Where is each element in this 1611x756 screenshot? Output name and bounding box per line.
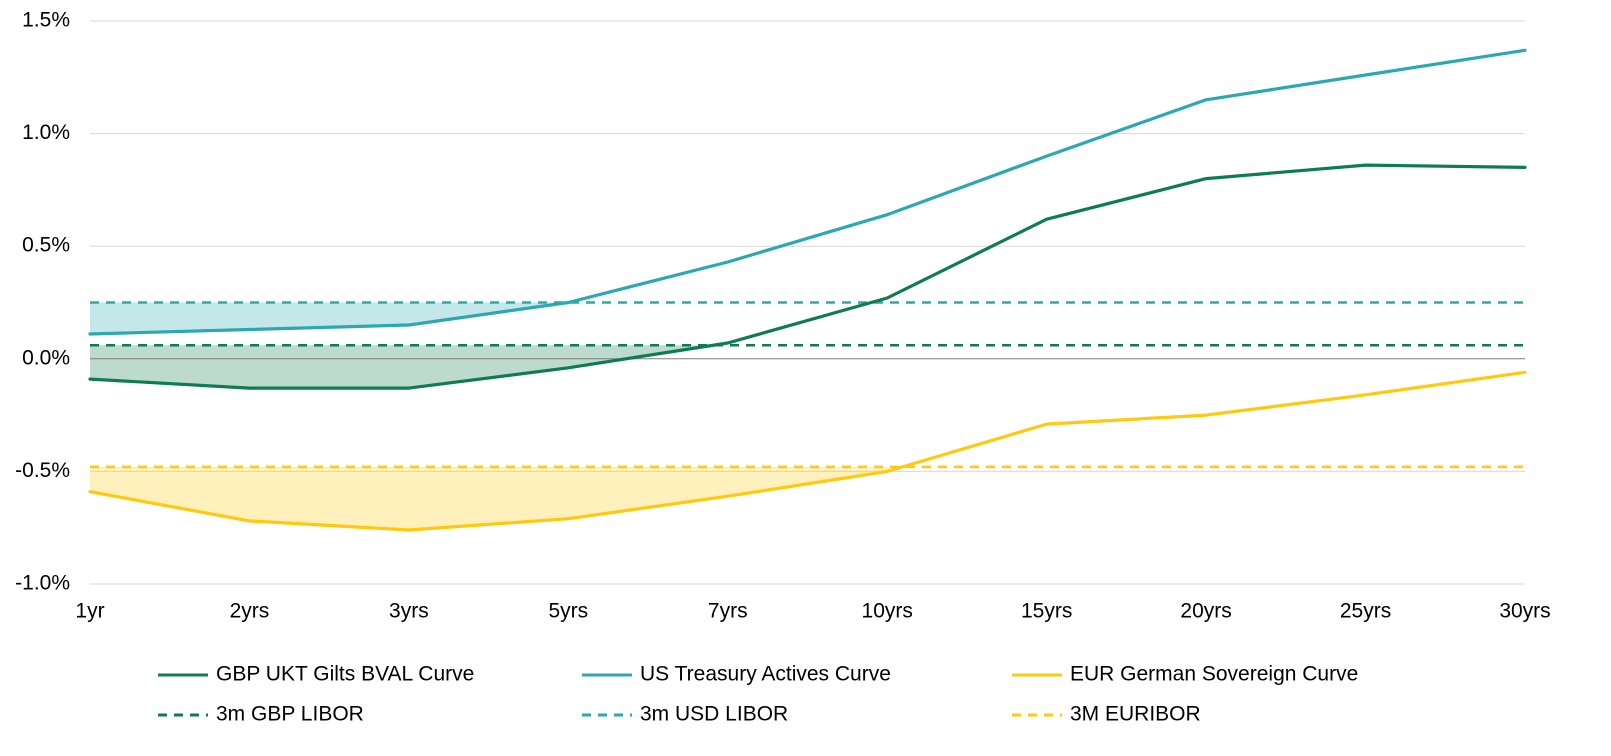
shaded-region	[90, 302, 569, 334]
legend: GBP UKT Gilts BVAL Curve US Treasury Acti…	[158, 663, 1358, 726]
x-tick-label: 1yr	[75, 599, 104, 622]
gridlines	[90, 20, 1525, 585]
legend-label: 3m USD LIBOR	[640, 703, 788, 726]
y-axis-ticks: -1.0% -0.5% 0.0% 0.5% 1.0% 1.5%	[15, 9, 70, 595]
x-tick-label: 10yrs	[862, 599, 913, 622]
x-tick-label: 20yrs	[1180, 599, 1231, 622]
x-tick-label: 3yrs	[389, 599, 429, 622]
legend-label: EUR German Sovereign Curve	[1070, 663, 1358, 686]
legend-label: GBP UKT Gilts BVAL Curve	[216, 663, 474, 686]
shaded-region	[90, 345, 714, 389]
legend-label: 3m GBP LIBOR	[216, 703, 364, 726]
legend-label: US Treasury Actives Curve	[640, 663, 891, 686]
curve-line	[88, 48, 1527, 336]
x-tick-label: 7yrs	[708, 599, 748, 622]
x-tick-label: 2yrs	[230, 599, 270, 622]
curve-lines	[88, 48, 1527, 532]
x-tick-label: 15yrs	[1021, 599, 1072, 622]
y-tick-label: 1.5%	[22, 9, 70, 32]
curve-line	[88, 370, 1527, 532]
y-tick-label: -1.0%	[15, 572, 70, 595]
x-axis-ticks: 1yr 2yrs 3yrs 5yrs 7yrs 10yrs 15yrs 20yrs 25yrs 3…	[75, 599, 1550, 622]
legend-label: 3M EURIBOR	[1070, 703, 1201, 726]
shaded-region	[90, 466, 903, 530]
y-tick-label: -0.5%	[15, 459, 70, 482]
y-tick-label: 0.0%	[22, 346, 70, 369]
y-tick-label: 1.0%	[22, 121, 70, 144]
y-tick-label: 0.5%	[22, 234, 70, 257]
curve-line	[88, 163, 1527, 390]
x-tick-label: 30yrs	[1499, 599, 1550, 622]
x-tick-label: 5yrs	[548, 599, 588, 622]
shaded-regions	[90, 302, 903, 530]
x-tick-label: 25yrs	[1340, 599, 1391, 622]
